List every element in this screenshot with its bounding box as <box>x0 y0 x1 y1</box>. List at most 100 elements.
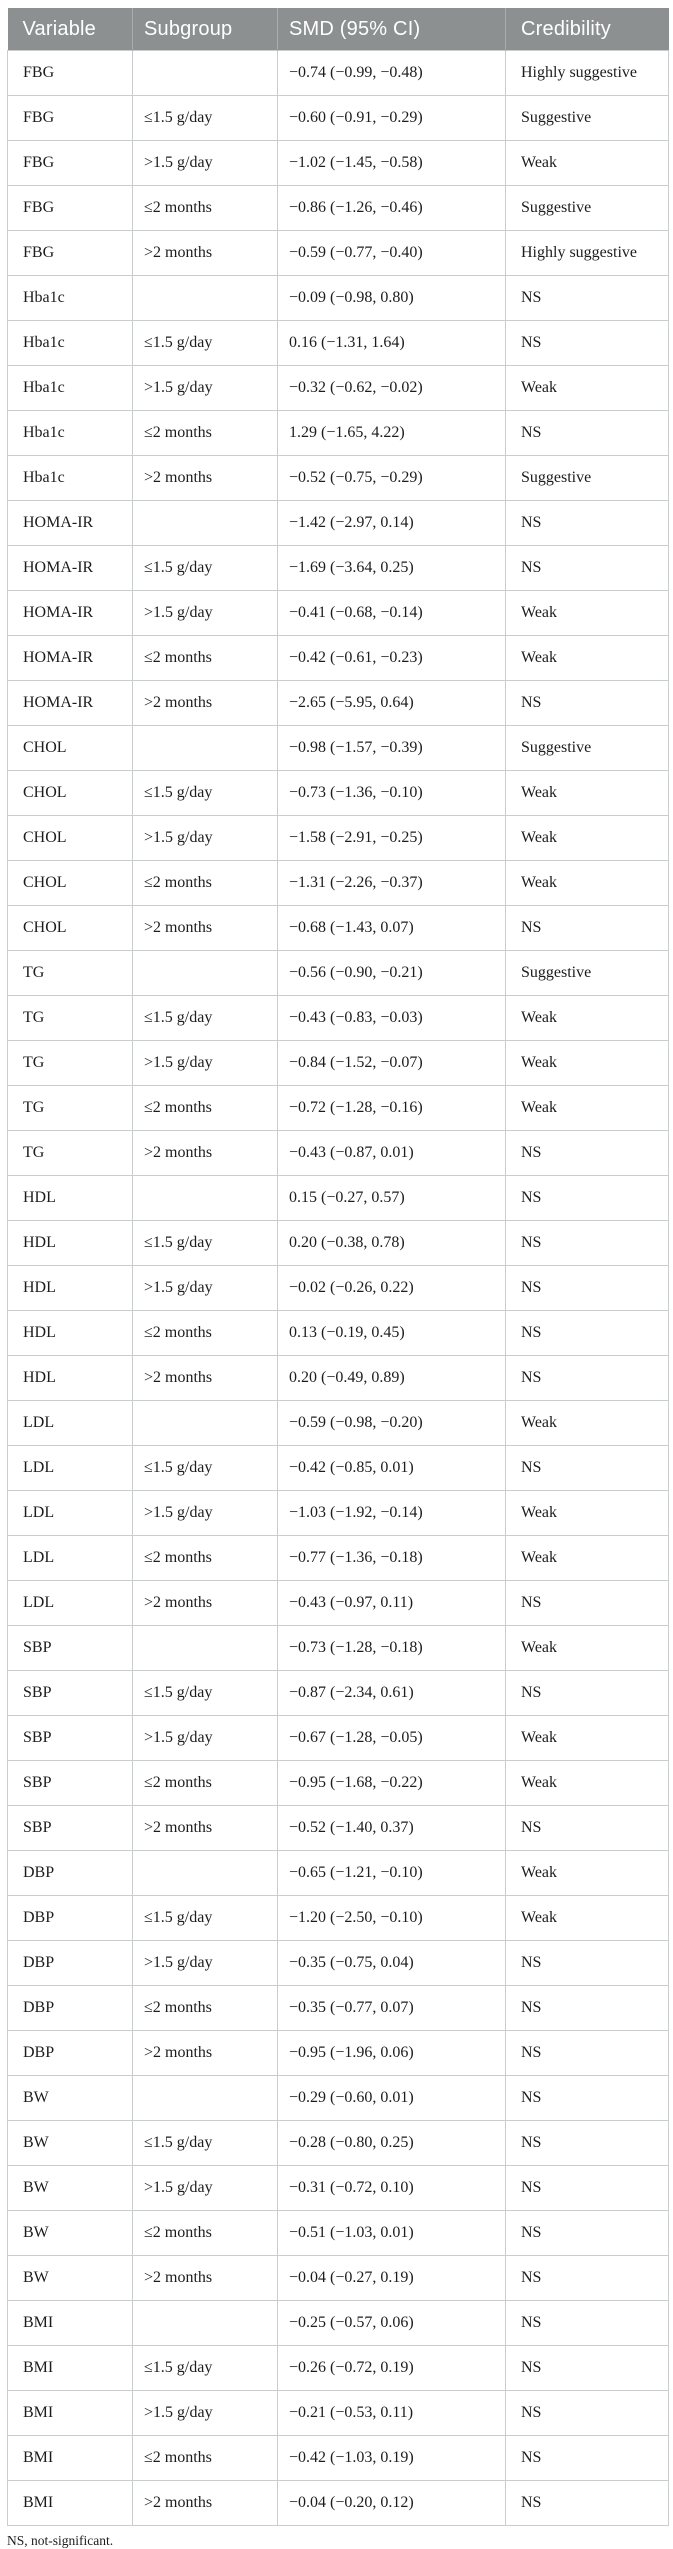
table-row: FBG ≤1.5 g/day −0.60 (−0.91, −0.29) Suggest… <box>7 95 669 141</box>
table-row: Hba1c ≤1.5 g/day 0.16 (−1.31, 1.64) NS <box>7 320 669 366</box>
cell-credibility: NS <box>505 410 669 456</box>
cell-credibility: Weak <box>505 1085 669 1131</box>
table-row: Hba1c ≤2 months 1.29 (−1.65, 4.22) NS <box>7 410 669 456</box>
cell-variable: HDL <box>7 1175 133 1221</box>
cell-smd: −0.52 (−1.40, 0.37) <box>277 1805 506 1851</box>
table-row: DBP >2 months −0.95 (−1.96, 0.06) NS <box>7 2030 669 2076</box>
column-header-variable: Variable <box>7 8 133 51</box>
cell-variable: DBP <box>7 1985 133 2031</box>
cell-smd: −0.95 (−1.68, −0.22) <box>277 1760 506 1806</box>
cell-smd: −0.59 (−0.77, −0.40) <box>277 230 506 276</box>
cell-smd: −0.68 (−1.43, 0.07) <box>277 905 506 951</box>
cell-smd: −0.32 (−0.62, −0.02) <box>277 365 506 411</box>
cell-subgroup: ≤1.5 g/day <box>132 2120 278 2166</box>
cell-subgroup: >1.5 g/day <box>132 815 278 861</box>
cell-variable: DBP <box>7 1940 133 1986</box>
cell-subgroup: ≤1.5 g/day <box>132 1445 278 1491</box>
cell-credibility: Highly suggestive <box>505 230 669 276</box>
cell-smd: −0.26 (−0.72, 0.19) <box>277 2345 506 2391</box>
cell-smd: −0.95 (−1.96, 0.06) <box>277 2030 506 2076</box>
cell-smd: −0.74 (−0.99, −0.48) <box>277 50 506 96</box>
cell-smd: −0.73 (−1.36, −0.10) <box>277 770 506 816</box>
cell-smd: 1.29 (−1.65, 4.22) <box>277 410 506 456</box>
cell-variable: TG <box>7 1130 133 1176</box>
cell-variable: HDL <box>7 1265 133 1311</box>
cell-smd: −0.35 (−0.75, 0.04) <box>277 1940 506 1986</box>
cell-smd: −0.09 (−0.98, 0.80) <box>277 275 506 321</box>
cell-credibility: Suggestive <box>505 95 669 141</box>
cell-credibility: Weak <box>505 1895 669 1941</box>
cell-subgroup: ≤1.5 g/day <box>132 1220 278 1266</box>
table-row: SBP −0.73 (−1.28, −0.18) Weak <box>7 1625 669 1671</box>
cell-credibility: NS <box>505 2075 669 2121</box>
table-row: TG −0.56 (−0.90, −0.21) Suggestive <box>7 950 669 996</box>
column-header-subgroup: Subgroup <box>132 8 278 51</box>
table-row: LDL >2 months −0.43 (−0.97, 0.11) NS <box>7 1580 669 1626</box>
cell-subgroup: >1.5 g/day <box>132 365 278 411</box>
cell-subgroup: ≤2 months <box>132 410 278 456</box>
cell-variable: Hba1c <box>7 275 133 321</box>
cell-variable: DBP <box>7 1895 133 1941</box>
cell-credibility: NS <box>505 1940 669 1986</box>
cell-variable: HOMA-IR <box>7 635 133 681</box>
cell-credibility: Weak <box>505 1760 669 1806</box>
cell-smd: −1.42 (−2.97, 0.14) <box>277 500 506 546</box>
table-row: LDL ≤2 months −0.77 (−1.36, −0.18) Weak <box>7 1535 669 1581</box>
table-row: BMI −0.25 (−0.57, 0.06) NS <box>7 2300 669 2346</box>
cell-credibility: NS <box>505 1175 669 1221</box>
cell-smd: −0.42 (−0.85, 0.01) <box>277 1445 506 1491</box>
cell-variable: HOMA-IR <box>7 680 133 726</box>
cell-variable: TG <box>7 950 133 996</box>
cell-credibility: NS <box>505 545 669 591</box>
cell-smd: −0.65 (−1.21, −0.10) <box>277 1850 506 1896</box>
cell-smd: 0.20 (−0.38, 0.78) <box>277 1220 506 1266</box>
cell-smd: −0.86 (−1.26, −0.46) <box>277 185 506 231</box>
paper-table-page: Variable Subgroup SMD (95% CI) Credibili… <box>7 8 669 2548</box>
cell-smd: −0.60 (−0.91, −0.29) <box>277 95 506 141</box>
cell-subgroup: ≤2 months <box>132 1085 278 1131</box>
table-header: Variable Subgroup SMD (95% CI) Credibili… <box>7 8 669 51</box>
cell-credibility: Weak <box>505 1490 669 1536</box>
cell-variable: HOMA-IR <box>7 500 133 546</box>
cell-variable: CHOL <box>7 770 133 816</box>
cell-variable: SBP <box>7 1805 133 1851</box>
cell-variable: FBG <box>7 230 133 276</box>
cell-credibility: Weak <box>505 1850 669 1896</box>
table-row: FBG −0.74 (−0.99, −0.48) Highly suggestive <box>7 50 669 96</box>
table-row: SBP >2 months −0.52 (−1.40, 0.37) NS <box>7 1805 669 1851</box>
table-row: SBP ≤2 months −0.95 (−1.68, −0.22) Weak <box>7 1760 669 1806</box>
cell-subgroup <box>132 1625 278 1671</box>
table-row: HOMA-IR >1.5 g/day −0.41 (−0.68, −0.14) Wea… <box>7 590 669 636</box>
cell-credibility: NS <box>505 1355 669 1401</box>
cell-smd: −0.41 (−0.68, −0.14) <box>277 590 506 636</box>
cell-smd: −0.43 (−0.87, 0.01) <box>277 1130 506 1176</box>
cell-variable: HDL <box>7 1310 133 1356</box>
cell-smd: −1.20 (−2.50, −0.10) <box>277 1895 506 1941</box>
cell-credibility: NS <box>505 320 669 366</box>
cell-credibility: Weak <box>505 815 669 861</box>
cell-subgroup: >2 months <box>132 2030 278 2076</box>
cell-variable: BMI <box>7 2345 133 2391</box>
cell-variable: BMI <box>7 2435 133 2481</box>
table-row: TG >2 months −0.43 (−0.87, 0.01) NS <box>7 1130 669 1176</box>
table-row: CHOL >2 months −0.68 (−1.43, 0.07) NS <box>7 905 669 951</box>
column-header-credibility: Credibility <box>505 8 669 51</box>
cell-credibility: NS <box>505 2435 669 2481</box>
cell-subgroup <box>132 2075 278 2121</box>
table-row: CHOL −0.98 (−1.57, −0.39) Suggestive <box>7 725 669 771</box>
cell-variable: TG <box>7 1040 133 1086</box>
cell-credibility: Weak <box>505 1535 669 1581</box>
table-row: HOMA-IR ≤1.5 g/day −1.69 (−3.64, 0.25) NS <box>7 545 669 591</box>
cell-credibility: NS <box>505 2030 669 2076</box>
cell-subgroup: >2 months <box>132 1580 278 1626</box>
cell-credibility: Suggestive <box>505 950 669 996</box>
cell-variable: HOMA-IR <box>7 590 133 636</box>
cell-smd: −0.29 (−0.60, 0.01) <box>277 2075 506 2121</box>
cell-subgroup: ≤1.5 g/day <box>132 320 278 366</box>
cell-smd: −0.42 (−1.03, 0.19) <box>277 2435 506 2481</box>
cell-credibility: Weak <box>505 1400 669 1446</box>
cell-smd: −1.02 (−1.45, −0.58) <box>277 140 506 186</box>
cell-smd: −0.02 (−0.26, 0.22) <box>277 1265 506 1311</box>
cell-credibility: NS <box>505 1985 669 2031</box>
cell-variable: FBG <box>7 185 133 231</box>
